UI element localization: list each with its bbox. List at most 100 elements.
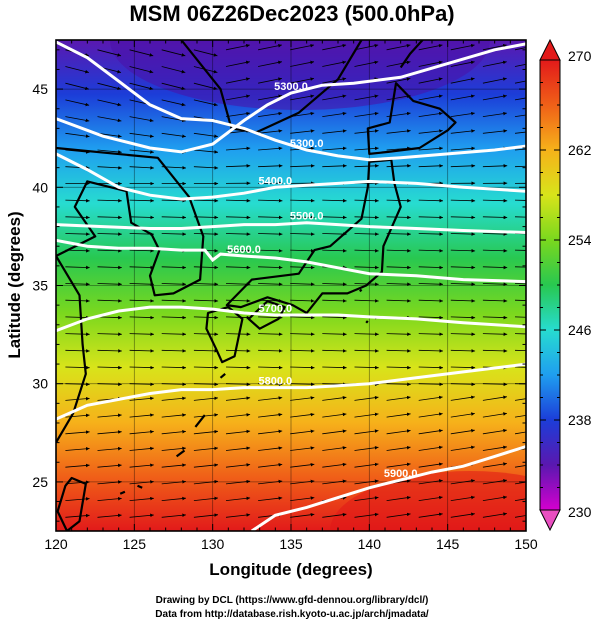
wind-arrow: [65, 497, 90, 501]
wind-arrow: [482, 43, 507, 51]
wind-arrow: [418, 77, 443, 84]
wind-arrow: [193, 365, 219, 370]
contour-label: 5600.0: [227, 244, 261, 256]
wind-arrow: [193, 513, 219, 518]
wind-arrow: [354, 248, 379, 253]
wind-arrow: [450, 479, 475, 485]
wind-arrow: [161, 66, 186, 74]
wind-arrow: [450, 248, 476, 253]
wind-arrow: [386, 445, 411, 451]
wind-arrow: [65, 513, 90, 518]
wind-arrow: [482, 215, 508, 220]
wind-arrow: [290, 215, 315, 220]
wind-arrow: [129, 232, 154, 236]
wind-arrow: [193, 315, 219, 320]
wind-arrow: [97, 116, 122, 123]
wind-arrow: [193, 49, 218, 57]
wind-arrow: [450, 43, 475, 51]
wind-arrow: [290, 248, 315, 253]
wind-arrow: [225, 94, 250, 101]
credit-drawing: Drawing by DCL (https://www.gfd-dennou.o…: [156, 595, 429, 606]
wind-arrow: [65, 215, 90, 220]
contour-label: 5700.0: [259, 303, 293, 315]
wind-arrow: [418, 512, 443, 518]
wind-arrow: [258, 332, 283, 336]
wind-arrow: [97, 446, 122, 451]
colorbar-top-triangle: [539, 38, 561, 61]
wind-arrow: [322, 462, 347, 468]
wind-arrow: [482, 445, 507, 451]
wind-arrow: [514, 333, 526, 335]
wind-arrow: [514, 349, 526, 352]
wind-arrow: [193, 332, 219, 336]
wind-arrow: [354, 445, 379, 451]
wind-arrow: [225, 299, 251, 303]
wind-arrow: [386, 349, 411, 353]
wind-arrow: [386, 395, 411, 401]
colorbar-ticks: 230 238 246 254 262 270: [540, 48, 592, 520]
wind-arrow: [482, 478, 507, 485]
wind-arrow: [225, 429, 251, 435]
credit-data: Data from http://database.rish.kyoto-u.a…: [155, 609, 429, 620]
y-tick-label: 30: [32, 376, 48, 392]
wind-arrow: [354, 462, 379, 468]
wind-arrow: [482, 299, 508, 303]
wind-arrow: [225, 282, 251, 286]
y-tick-label: 45: [32, 81, 48, 97]
wind-arrow: [65, 332, 90, 336]
wind-arrow: [386, 512, 411, 518]
wind-arrow: [258, 164, 283, 168]
wind-arrow: [97, 282, 122, 286]
wind-arrow: [258, 146, 283, 151]
wind-arrow: [418, 198, 444, 203]
wind-arrow: [450, 332, 476, 336]
wind-arrow: [450, 495, 475, 501]
wind-arrow: [450, 349, 476, 353]
wind-arrow: [386, 94, 411, 101]
wind-arrow: [161, 413, 186, 418]
wind-arrow: [418, 282, 444, 286]
wind-arrow: [322, 94, 347, 101]
wind-arrow: [225, 198, 251, 203]
wind-arrow: [514, 283, 526, 285]
wind-arrow: [354, 365, 379, 370]
wind-arrow: [354, 496, 379, 501]
wind-arrow: [193, 479, 219, 485]
contour-line: [56, 40, 526, 162]
wind-arrow: [322, 129, 347, 134]
wind-arrow: [354, 395, 379, 401]
wind-arrow: [290, 365, 315, 370]
wind-arrow: [290, 198, 315, 203]
colorbar-bottom-triangle: [539, 509, 561, 532]
wind-arrow: [482, 395, 507, 401]
wind-arrow: [450, 164, 476, 168]
wind-arrow: [97, 315, 122, 320]
wind-arrow: [97, 513, 122, 518]
wind-arrow: [258, 129, 283, 134]
contour-label: 5500.0: [290, 211, 324, 223]
wind-arrow: [97, 332, 122, 336]
wind-arrow: [225, 232, 251, 236]
wind-arrow: [354, 299, 379, 303]
wind-arrow: [161, 396, 186, 401]
wind-arrow: [65, 282, 90, 286]
colorbar-tick-label: 270: [568, 48, 592, 64]
wind-arrow: [258, 232, 283, 236]
y-axis-title: Latitude (degrees): [5, 211, 24, 358]
wind-arrow: [65, 299, 90, 303]
wind-arrow: [514, 498, 526, 501]
wind-arrow: [514, 431, 526, 435]
contour-label: 5300.0: [274, 81, 308, 93]
wind-arrow: [225, 332, 251, 336]
wind-arrow: [482, 428, 507, 435]
wind-arrow: [225, 513, 251, 518]
wind-arrow: [514, 249, 526, 251]
wind-arrow: [418, 445, 443, 451]
wind-arrow: [418, 365, 444, 370]
wind-arrow: [482, 248, 508, 253]
wind-arrow: [97, 382, 122, 387]
wind-arrow: [322, 395, 347, 401]
wind-arrow: [193, 396, 219, 401]
wind-arrow: [386, 43, 411, 51]
